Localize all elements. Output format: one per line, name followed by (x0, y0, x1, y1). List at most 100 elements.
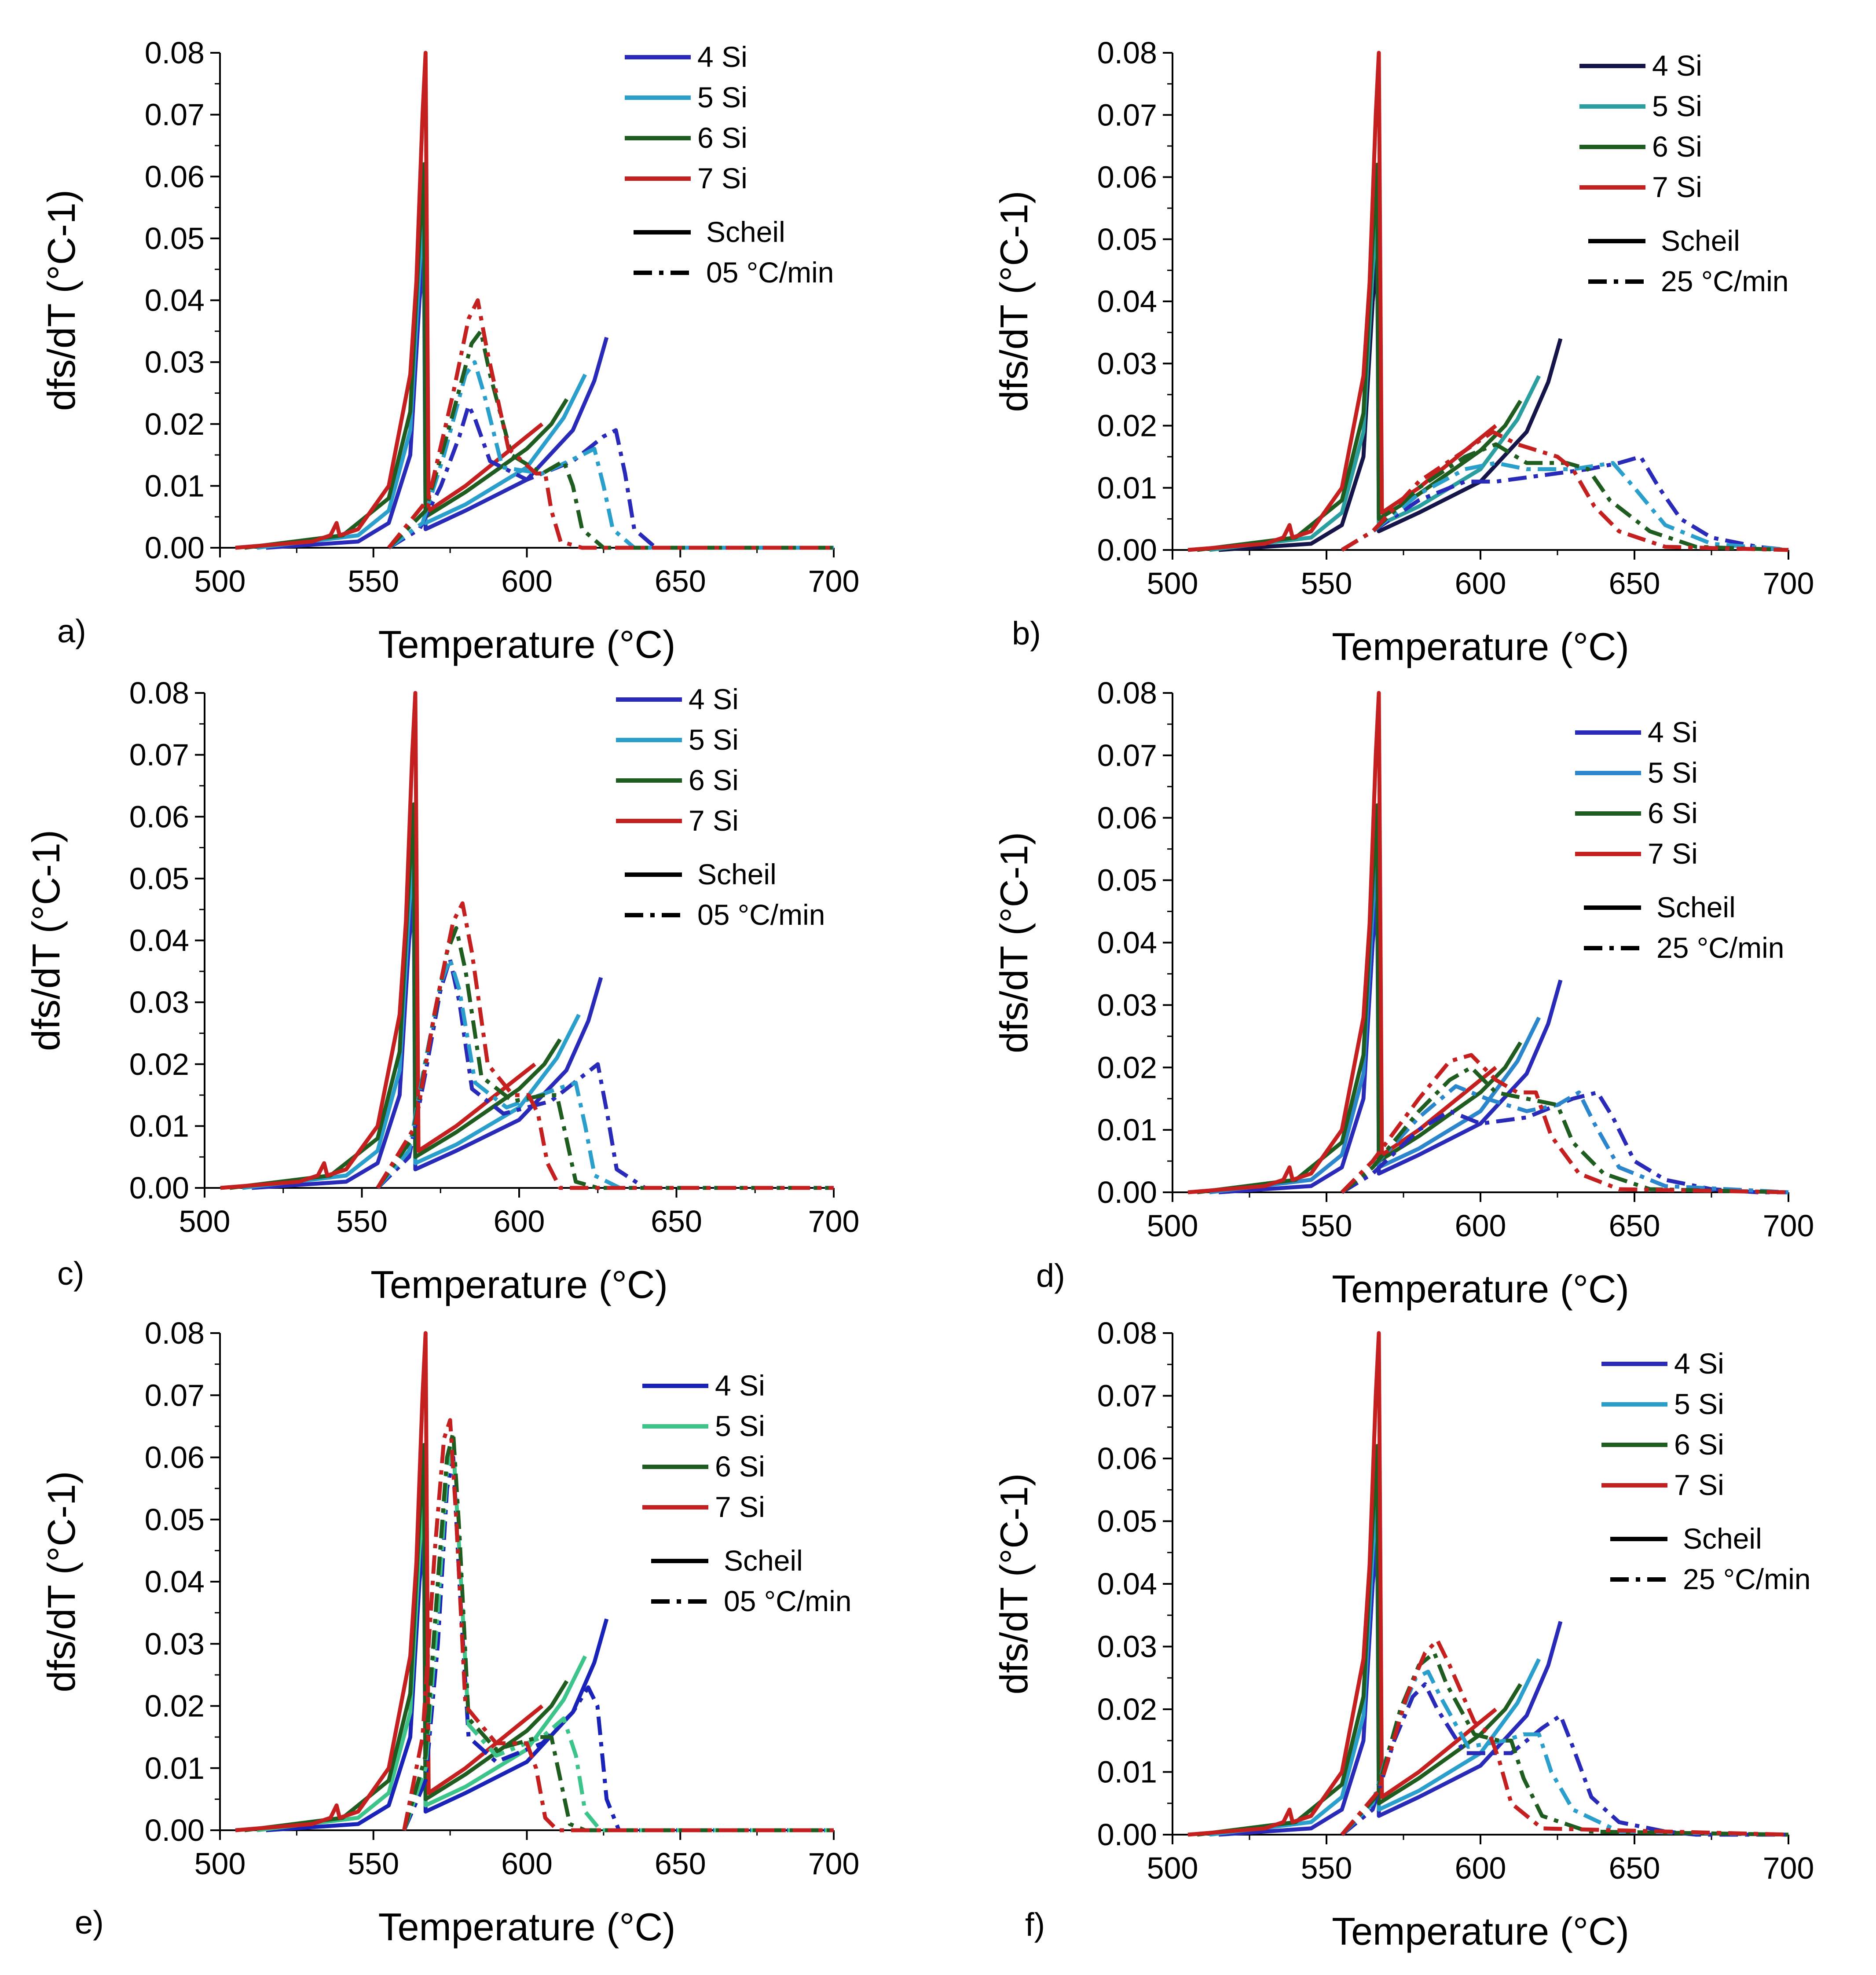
series-line-6-si-dashdot (376, 926, 834, 1190)
x-tick-label: 700 (1763, 566, 1814, 601)
series-line-6-si-dashdot (1340, 1651, 1789, 1837)
y-axis-title: dfs/dT (°C-1) (40, 190, 83, 411)
chart-panel-c: 500 550 600 650 700 0.00 0.01 0.02 0.03 0.04 0.05 0… (24, 676, 859, 1306)
legend-label: 4 Si (697, 40, 747, 73)
y-tick-label: 0.05 (1097, 1504, 1157, 1539)
legend-style-label: Scheil (697, 858, 777, 890)
y-tick-label: 0.06 (145, 1440, 205, 1475)
legend-style-label: 05 °C/min (697, 898, 825, 931)
y-tick-label: 0.04 (1097, 1567, 1157, 1601)
series-line-6-si-dashdot (402, 1430, 834, 1832)
y-tick-label: 0.06 (1097, 1441, 1157, 1476)
y-tick-label: 0.02 (1097, 409, 1157, 443)
y-tick-label: 0.03 (129, 985, 189, 1019)
y-tick-label: 0.04 (145, 1565, 205, 1599)
y-tick-label: 0.03 (1097, 1630, 1157, 1664)
x-tick-label: 650 (655, 564, 706, 598)
y-tick-label: 0.08 (145, 36, 205, 70)
legend-label: 4 Si (1648, 716, 1698, 748)
legend-label: 7 Si (715, 1491, 765, 1523)
legend-label: 4 Si (1652, 49, 1702, 82)
y-tick-label: 0.01 (1097, 1755, 1157, 1789)
panel-label: f) (1025, 1906, 1045, 1943)
legend-label: 7 Si (697, 162, 747, 194)
y-tick-label: 0.00 (1097, 1175, 1157, 1209)
y-tick-label: 0.03 (145, 345, 205, 379)
series-line-7-si-scheil (235, 1331, 544, 1832)
series-line-5-si-dashdot (402, 1443, 834, 1832)
panel-label: a) (57, 613, 86, 649)
x-axis-title: Temperature (°C) (1332, 1909, 1629, 1953)
y-tick-label: 0.06 (129, 799, 189, 834)
y-tick-label: 0.01 (129, 1109, 189, 1143)
x-tick-label: 650 (651, 1204, 702, 1238)
series-line-7-si-dashdot (402, 1418, 834, 1832)
legend-label: 6 Si (689, 764, 739, 796)
y-tick-label: 0.05 (145, 221, 205, 256)
y-tick-label: 0.07 (129, 738, 189, 772)
chart-legend: 4 Si 5 Si 6 Si 7 Si Scheil 05 °C/min (625, 40, 834, 289)
chart-panel-e: 500 550 600 650 700 0.00 0.01 0.02 0.03 0.04 0.05 0… (40, 1316, 859, 1949)
panel-label: b) (1012, 615, 1041, 652)
series-line-5-si-scheil (1209, 847, 1541, 1195)
series-line-7-si-scheil (1187, 51, 1497, 552)
x-tick-label: 550 (348, 564, 399, 598)
x-axis-title: Temperature (°C) (1332, 1267, 1629, 1311)
panel-label: c) (57, 1255, 84, 1292)
series-line-6-si-scheil (244, 1443, 569, 1832)
x-tick-label: 550 (336, 1204, 388, 1238)
chart-legend: 4 Si 5 Si 6 Si 7 Si Scheil 05 °C/min (616, 683, 825, 931)
y-tick-label: 0.03 (145, 1627, 205, 1661)
series-line-5-si-dashdot (1341, 1084, 1789, 1195)
x-tick-label: 600 (1455, 1209, 1506, 1243)
x-tick-label: 500 (1147, 1851, 1198, 1885)
y-tick-label: 0.07 (145, 1378, 205, 1412)
chart-panel-b: 500 550 600 650 700 0.00 0.01 0.02 0.03 0.04 0.05 0… (992, 36, 1814, 668)
series-line-7-si-dashdot (376, 901, 834, 1190)
y-tick-label: 0.00 (145, 531, 205, 565)
x-tick-label: 700 (1763, 1209, 1814, 1243)
legend-style-label: Scheil (1656, 891, 1736, 923)
series-line-6-si-scheil (1197, 803, 1522, 1195)
y-tick-label: 0.01 (145, 1751, 205, 1785)
legend-label: 6 Si (1648, 797, 1698, 829)
legend-style-label: Scheil (706, 216, 785, 248)
series-line-7-si-scheil (235, 51, 544, 550)
chart-panel-a: 500 550 600 650 700 0.00 0.01 0.02 0.03 0.04 0.05 0… (40, 36, 859, 666)
legend-label: 6 Si (1674, 1428, 1724, 1461)
y-tick-label: 0.01 (145, 469, 205, 503)
legend-style-label: 05 °C/min (706, 256, 834, 289)
legend-label: 5 Si (1674, 1388, 1724, 1420)
legend-style-label: Scheil (724, 1544, 803, 1577)
series-line-7-si-dashdot (387, 298, 834, 550)
legend-label: 7 Si (1674, 1469, 1724, 1501)
y-tick-label: 0.04 (129, 923, 189, 958)
y-tick-label: 0.08 (129, 676, 189, 710)
y-tick-label: 0.08 (1097, 1316, 1157, 1350)
series-line-7-si-dashdot (1340, 1053, 1789, 1195)
x-tick-label: 700 (808, 1847, 860, 1881)
x-tick-label: 650 (1609, 1851, 1660, 1885)
x-tick-label: 700 (808, 564, 860, 598)
x-axis-title: Temperature (°C) (1332, 625, 1629, 668)
y-tick-label: 0.04 (145, 283, 205, 318)
y-tick-label: 0.05 (1097, 863, 1157, 898)
y-tick-label: 0.07 (145, 98, 205, 132)
y-tick-label: 0.05 (145, 1502, 205, 1537)
y-tick-label: 0.05 (129, 861, 189, 896)
chart-legend: 4 Si 5 Si 6 Si 7 Si Scheil 25 °C/min (1601, 1347, 1811, 1595)
series-line-7-si-scheil (1187, 1331, 1497, 1837)
series-line-7-si-scheil (220, 691, 536, 1190)
x-tick-label: 550 (1301, 1851, 1352, 1885)
chart-legend: 4 Si 5 Si 6 Si 7 Si Scheil 05 °C/min (642, 1369, 852, 1617)
legend-label: 7 Si (689, 804, 739, 837)
series-line-7-si-scheil (1187, 691, 1497, 1195)
series-line-7-si-dashdot (1341, 430, 1789, 552)
x-tick-label: 600 (501, 1847, 553, 1881)
x-tick-label: 600 (494, 1204, 545, 1238)
series-line-7-si-dashdot (1340, 1638, 1789, 1837)
legend-label: 7 Si (1648, 837, 1698, 870)
y-tick-label: 0.02 (145, 407, 205, 441)
x-tick-label: 600 (501, 564, 553, 598)
